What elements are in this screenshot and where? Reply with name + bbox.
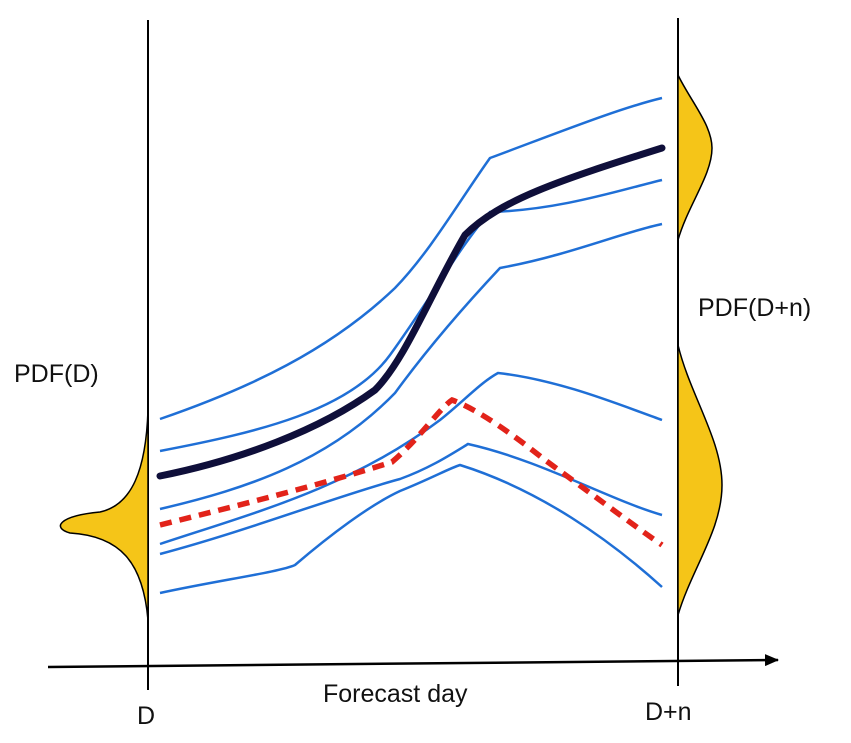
pdf-d-plus-n-upper-lobe xyxy=(677,74,713,241)
truth-dashed-line xyxy=(159,396,664,548)
ensemble-member-line xyxy=(159,371,663,546)
control-forecast-line xyxy=(156,144,666,480)
ensemble-member-line xyxy=(159,178,663,453)
time-axis-arrow xyxy=(47,654,779,669)
ensemble-member-line xyxy=(159,96,663,421)
ensemble-member-line xyxy=(159,442,663,556)
tick-d-plus-n-label: D+n xyxy=(645,698,692,726)
tick-d-label: D xyxy=(137,702,156,730)
ensemble-member-line xyxy=(159,222,663,511)
pdf-d-plus-n-lower-lobe xyxy=(677,344,723,616)
ensemble-member-line xyxy=(159,463,663,595)
pdf-d-plus-n-label: PDF(D+n) xyxy=(698,294,812,322)
pdf-d-label: PDF(D) xyxy=(14,360,99,388)
x-axis-label: Forecast day xyxy=(323,680,468,708)
pdf-d-curve xyxy=(59,409,149,621)
ensemble-members xyxy=(159,96,663,595)
